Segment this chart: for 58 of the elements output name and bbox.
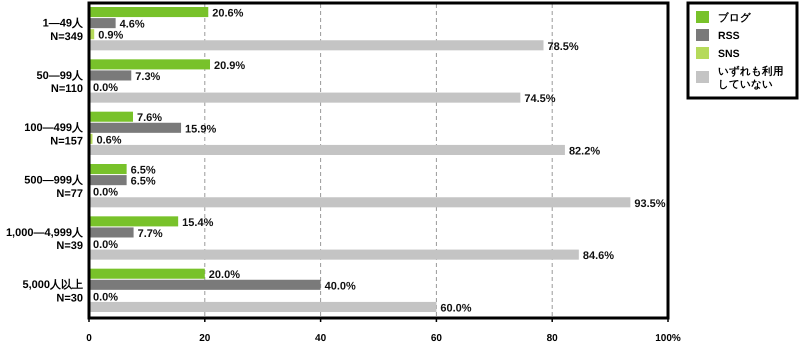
data-label: 6.5% (130, 164, 156, 177)
data-label: 82.2% (568, 145, 600, 158)
bar (89, 112, 134, 122)
data-label: 0.0% (93, 82, 118, 94)
data-label: 0.9% (98, 30, 124, 42)
y-tick-label: 1—49人 N=349 (42, 18, 84, 43)
data-label: 0.0% (93, 239, 118, 252)
data-label: 0.0% (93, 291, 118, 304)
bar (89, 70, 132, 80)
data-label: 15.4% (182, 216, 214, 229)
data-label: 0.6% (96, 134, 122, 146)
data-label: 84.6% (582, 250, 614, 262)
bar (89, 280, 321, 290)
y-tick-label: 100—499人 N=157 (24, 122, 84, 148)
data-label: 20.6% (212, 8, 244, 20)
bar (89, 59, 210, 70)
y-tick-label: 1,000—4,999人 N=39 (6, 226, 84, 252)
data-label: 4.6% (120, 18, 145, 31)
bar (89, 175, 127, 186)
y-tick-label: 5,000人以上 N=30 (22, 278, 83, 304)
bar (89, 227, 134, 238)
legend-label: いずれも利用していない (718, 64, 784, 90)
data-label: 40.0% (324, 280, 356, 292)
bar (89, 216, 178, 226)
bar (89, 197, 630, 208)
data-label: 60.0% (440, 302, 472, 314)
x-tick-label: 80 (546, 333, 558, 344)
bar (89, 144, 565, 155)
data-label: 78.5% (548, 40, 579, 53)
y-tick-label: 500—999人 N=77 (24, 174, 84, 200)
data-label: 7.6% (137, 112, 162, 124)
data-label: 0.0% (93, 186, 118, 199)
x-tick-label: 20 (199, 333, 211, 344)
legend-label: SNS (718, 48, 740, 60)
data-label: 74.5% (524, 93, 556, 106)
legend-label: RSS (718, 30, 740, 42)
x-tick-label: 40 (315, 333, 327, 344)
data-label: 7.3% (135, 70, 161, 83)
y-tick-label: 50—99人 N=110 (36, 70, 84, 96)
bar (89, 302, 436, 312)
bar (89, 40, 544, 50)
data-label: 7.7% (138, 228, 163, 240)
data-label: 20.0% (208, 269, 240, 282)
data-label: 6.5% (130, 176, 156, 188)
x-tick-label: 60 (430, 333, 442, 344)
x-tick-label: 100% (655, 333, 681, 344)
x-tick-label: 0 (86, 333, 92, 344)
bar (89, 250, 579, 260)
bar (89, 92, 520, 103)
bar (89, 7, 208, 18)
bar (89, 18, 116, 28)
data-label: 20.9% (214, 60, 246, 72)
data-label: 93.5% (634, 198, 666, 210)
legend-label: ブログ (718, 11, 752, 24)
bar (89, 164, 127, 174)
data-label: 15.9% (185, 123, 216, 136)
bar (89, 122, 182, 133)
bar (89, 268, 205, 279)
